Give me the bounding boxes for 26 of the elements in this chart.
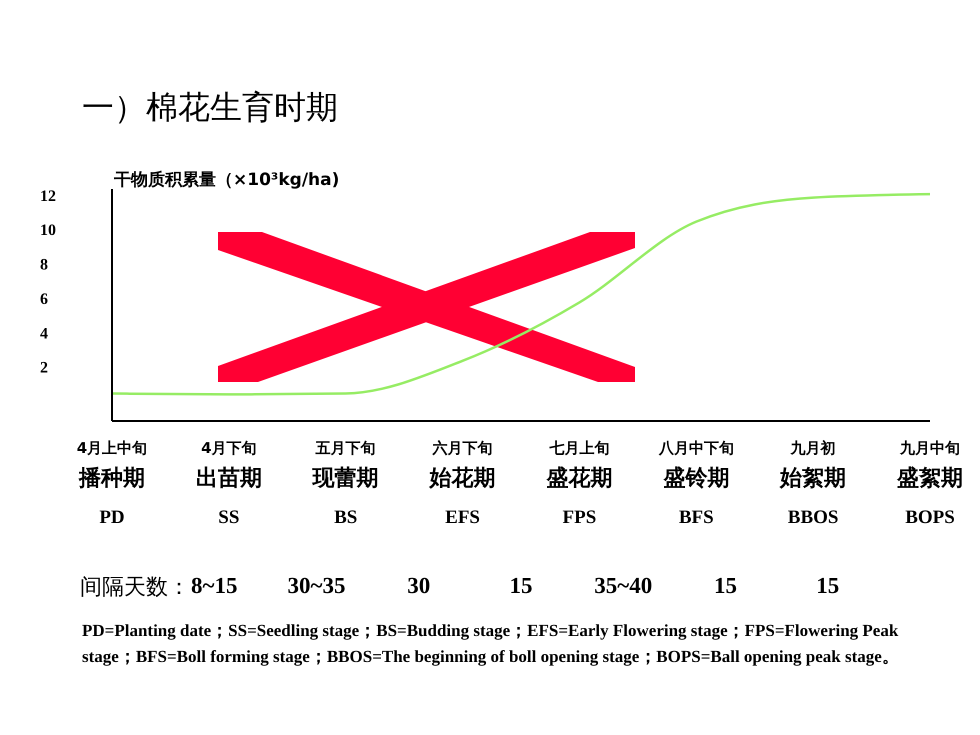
text: PD=Planting date；SS=Seedling stage；BS=Budding stage；EFS=Early Flowering stage；FPS=Flowering Peak stage；BFS=Boll forming stage；BBOS=The beginning of boll opening stage；BOPS=Ball opening peak stage。 [82, 620, 900, 668]
x-tick-label: 八月中下旬盛铃期 BFS [658, 439, 734, 528]
y-tick-label: 2 [40, 360, 48, 377]
x-tick-label: 4月下旬出苗期 SS [196, 439, 262, 528]
text: 8~15 [191, 573, 238, 598]
text: 35~40 [593, 573, 654, 599]
y-tick-label: 8 [40, 256, 48, 274]
x-tick-label: 九月初始絮期 BBOS [779, 439, 846, 528]
text: 15 [815, 573, 840, 599]
line-series [110, 192, 932, 396]
y-tick-label: 4 [40, 325, 48, 342]
x-tick-label: 4月上中旬播种期 PD [76, 439, 148, 528]
y-tick-label: 10 [40, 222, 56, 240]
x-tick-label: 九月中旬盛絮期 BOPS [896, 439, 963, 528]
text: 15 [508, 573, 534, 599]
y-tick-label: 12 [40, 188, 56, 205]
x-tick-label: 七月上旬盛花期 FPS [545, 439, 612, 528]
y-axis-title: 干物质积累量（×10³kg/ha) [114, 169, 340, 191]
chart-title: 一）棉花生育时期 [82, 87, 338, 128]
x-tick-label: 六月下旬始花期 EFS [428, 439, 496, 528]
text: 15 [713, 573, 738, 599]
y-tick-label: 6 [40, 290, 48, 308]
text: 间隔天数： [80, 574, 190, 602]
text: 30 [406, 573, 432, 599]
x-tick-label: 五月下旬现蕾期 BS [312, 439, 379, 528]
text: 30~35 [286, 573, 346, 599]
